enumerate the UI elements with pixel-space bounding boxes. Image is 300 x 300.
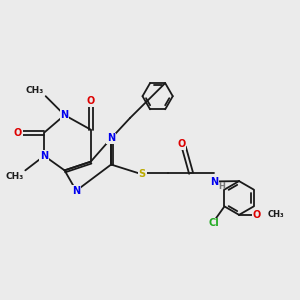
Text: N: N bbox=[107, 134, 115, 143]
Text: S: S bbox=[139, 169, 146, 179]
Text: O: O bbox=[252, 210, 261, 220]
Text: O: O bbox=[14, 128, 22, 138]
Text: N: N bbox=[40, 151, 48, 161]
Text: CH₃: CH₃ bbox=[6, 172, 24, 181]
Text: H: H bbox=[219, 182, 226, 191]
Text: N: N bbox=[210, 177, 218, 187]
Text: O: O bbox=[87, 96, 95, 106]
Text: O: O bbox=[177, 139, 186, 149]
Text: N: N bbox=[72, 186, 80, 196]
Text: N: N bbox=[61, 110, 69, 120]
Text: CH₃: CH₃ bbox=[268, 210, 284, 219]
Text: CH₃: CH₃ bbox=[26, 86, 44, 95]
Text: Cl: Cl bbox=[208, 218, 219, 228]
